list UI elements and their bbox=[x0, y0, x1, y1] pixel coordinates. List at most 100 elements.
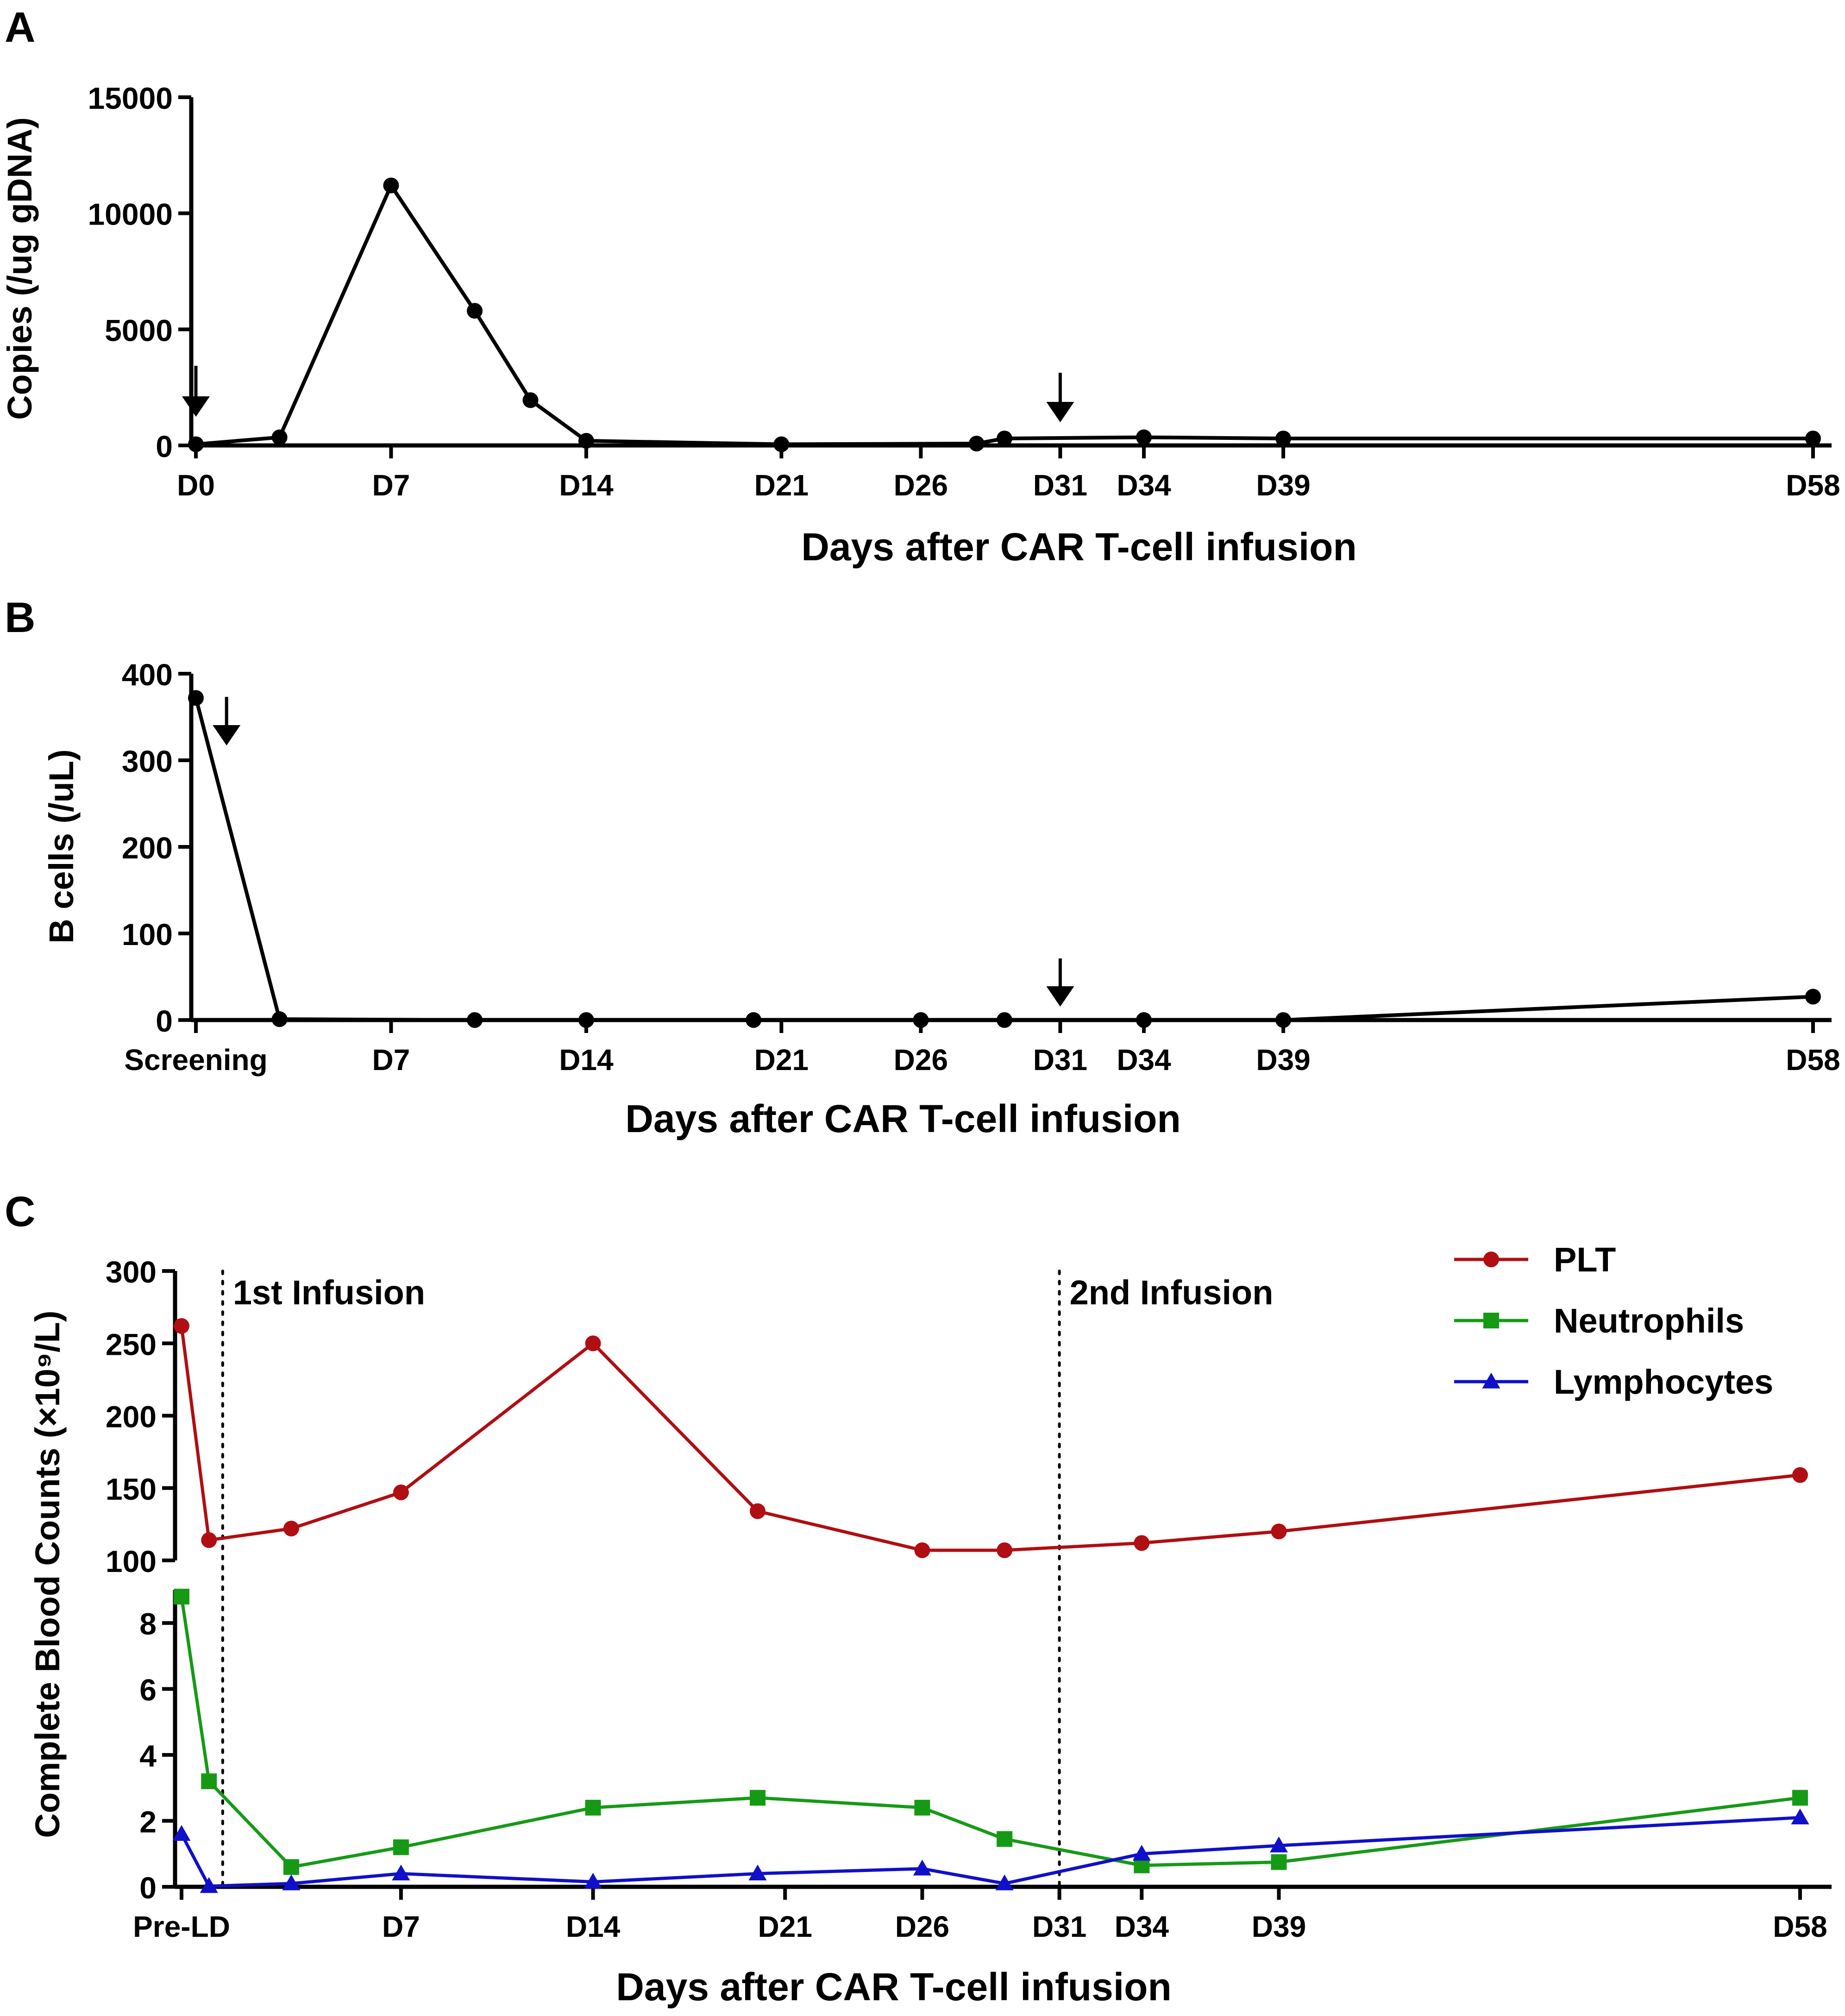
panel-c-plt-point bbox=[201, 1532, 217, 1548]
panel-a-data-point bbox=[968, 435, 985, 451]
panel-c-plt-line bbox=[180, 1326, 1801, 1552]
panel-c-x-axis-label: Days after CAR T-cell infusion bbox=[616, 1965, 1172, 2009]
panel-b-data-point bbox=[997, 1012, 1012, 1028]
panel-c-lymphocytes-point bbox=[584, 1872, 602, 1889]
panel-c: C 100 150 200 250 300 0 2 4 6 8 Pre-LD D7 D14 D21 D26 D… bbox=[5, 1188, 1832, 2009]
panel-c-first-infusion-label: 1st Infusion bbox=[233, 1273, 425, 1312]
panel-b-x-tick-label: D58 bbox=[1786, 1043, 1840, 1077]
legend-marker-plt bbox=[1483, 1252, 1499, 1267]
panel-b-y-tick-label: 200 bbox=[122, 831, 173, 865]
panel-b-x-tick-label: Screening bbox=[124, 1043, 267, 1077]
panel-a-y-tick-label: 10000 bbox=[88, 197, 173, 232]
panel-c-lower-y-tick-label: 6 bbox=[139, 1673, 157, 1707]
panel-b-y-tick-label: 100 bbox=[122, 917, 173, 952]
panel-c-x-tick-label: D39 bbox=[1252, 1910, 1306, 1943]
legend-label-plt: PLT bbox=[1554, 1240, 1616, 1279]
panel-c-neutrophils-point bbox=[749, 1790, 766, 1806]
panel-a-data-point bbox=[773, 436, 790, 452]
panel-a: A 0 5000 10000 15000 D0 D7 D14 D21 D26 D31 D34 D39 D… bbox=[0, 4, 1840, 569]
panel-c-x-tick-label: D58 bbox=[1773, 1910, 1827, 1943]
panel-a-x-tick-label: D26 bbox=[894, 469, 948, 502]
panel-c-neutrophils-point bbox=[283, 1859, 299, 1875]
panel-c-plt-point bbox=[585, 1335, 601, 1352]
legend-label-lymphocytes: Lymphocytes bbox=[1554, 1363, 1773, 1401]
panel-c-neutrophils-point bbox=[1271, 1854, 1287, 1870]
panel-a-x-tick-label: D21 bbox=[754, 469, 809, 502]
panel-c-x-tick-label: D21 bbox=[758, 1910, 812, 1943]
panel-c-lymphocytes-point bbox=[748, 1864, 767, 1881]
panel-c-lower-y-tick-label: 0 bbox=[139, 1871, 157, 1905]
panel-a-x-tick-label: D14 bbox=[559, 469, 614, 502]
panel-a-data-point bbox=[1136, 429, 1152, 445]
panel-c-lymphocytes-point bbox=[1132, 1845, 1151, 1861]
panel-a-data-point bbox=[997, 430, 1012, 446]
panel-a-infusion-arrow bbox=[182, 366, 210, 417]
panel-c-neutrophils-point bbox=[914, 1800, 930, 1816]
panel-a-x-tick-label: D7 bbox=[372, 469, 410, 502]
panel-b-second-infusion-arrow-head bbox=[1046, 986, 1074, 1007]
panel-c-neutrophils-point bbox=[174, 1589, 189, 1605]
panel-a-data-point bbox=[188, 436, 204, 452]
panel-c-plt-point bbox=[749, 1503, 766, 1519]
panel-b-y-axis-label: B cells (/uL) bbox=[42, 749, 81, 943]
panel-c-plt-point bbox=[174, 1318, 189, 1334]
panel-b-data-point bbox=[913, 1012, 929, 1028]
panel-c-neutrophils-point bbox=[201, 1773, 217, 1790]
panel-b: B 0 100 200 300 400 Screening D7 D14 D21 D26 D31 D3… bbox=[5, 594, 1840, 1140]
panel-c-lymphocytes-point bbox=[172, 1825, 191, 1841]
panel-a-data-point bbox=[467, 303, 483, 319]
panel-b-x-tick-label: D31 bbox=[1033, 1043, 1087, 1077]
panel-b-y-tick-label: 300 bbox=[122, 744, 173, 778]
legend-label-neutrophils: Neutrophils bbox=[1554, 1302, 1744, 1340]
panel-a-infusion-arrow-head bbox=[182, 396, 210, 417]
panel-c-plt-point bbox=[914, 1542, 930, 1559]
panel-a-data-point bbox=[271, 429, 288, 445]
panel-b-x-tick-label: D14 bbox=[559, 1043, 614, 1077]
panel-c-lower-y-tick-label: 4 bbox=[139, 1739, 157, 1773]
panel-b-infusion-arrow bbox=[213, 697, 241, 745]
panel-b-data-point bbox=[271, 1011, 288, 1027]
panel-a-data-point bbox=[383, 177, 399, 194]
panel-b-data-point bbox=[746, 1012, 762, 1028]
panel-c-upper-y-tick-label: 100 bbox=[106, 1544, 157, 1578]
panel-c-letter: C bbox=[5, 1188, 35, 1235]
panel-c-lymphocytes-point bbox=[1791, 1808, 1809, 1825]
panel-c-legend: PLT Neutrophils Lymphocytes bbox=[1454, 1240, 1773, 1401]
panel-c-x-tick-label: D34 bbox=[1115, 1910, 1169, 1943]
panel-c-plt-point bbox=[1271, 1523, 1287, 1540]
panel-b-x-tick-label: D21 bbox=[754, 1043, 809, 1077]
panel-a-x-tick-label: D34 bbox=[1117, 469, 1171, 502]
panel-c-plot: 100 150 200 250 300 0 2 4 6 8 Pre-LD D7 D14 D21 D26 D31… bbox=[106, 1240, 1832, 1943]
panel-c-second-infusion-label: 2nd Infusion bbox=[1070, 1273, 1274, 1312]
panel-c-plt-point bbox=[997, 1542, 1013, 1559]
panel-a-x-tick-label: D39 bbox=[1256, 469, 1310, 502]
panel-b-series-line bbox=[194, 697, 1814, 1022]
panel-b-second-infusion-arrow bbox=[1046, 958, 1074, 1007]
panel-b-data-point bbox=[1275, 1012, 1292, 1028]
panel-c-neutrophils-point bbox=[997, 1831, 1013, 1847]
panel-c-lymphocytes-point bbox=[913, 1859, 931, 1876]
panel-c-plt-point bbox=[1134, 1535, 1150, 1551]
panel-c-plt-point bbox=[1792, 1467, 1808, 1483]
panel-b-y-tick-label: 400 bbox=[122, 657, 173, 692]
panel-b-data-point bbox=[1805, 989, 1821, 1005]
panel-c-lower-y-tick-label: 8 bbox=[139, 1607, 157, 1641]
panel-a-data-point bbox=[1275, 430, 1292, 446]
panel-c-lymphocytes-point bbox=[1269, 1836, 1288, 1853]
panel-a-plot: 0 5000 10000 15000 D0 D7 D14 D21 D26 D31 D34 D39 D58 bbox=[88, 81, 1840, 502]
panel-c-y-axis-label: Complete Blood Counts (×10⁹/L) bbox=[28, 1311, 67, 1838]
panel-c-neutrophils-point bbox=[585, 1800, 601, 1816]
panel-b-infusion-arrow-head bbox=[213, 725, 241, 745]
panel-a-series-line bbox=[195, 183, 1813, 446]
panel-b-y-tick-label: 0 bbox=[156, 1004, 173, 1038]
panel-b-x-tick-label: D39 bbox=[1256, 1043, 1310, 1077]
panel-b-plot: 0 100 200 300 400 Screening D7 D14 D21 D26 D31 D34 D… bbox=[122, 657, 1840, 1077]
panel-a-second-infusion-arrow-head bbox=[1046, 402, 1074, 422]
legend-marker-lymphocytes bbox=[1482, 1372, 1500, 1389]
panel-c-neutrophils-point bbox=[393, 1839, 409, 1855]
panel-b-x-tick-label: D7 bbox=[372, 1043, 410, 1077]
panel-c-neutrophils-point bbox=[1792, 1790, 1808, 1806]
panel-c-lymphocytes-point bbox=[282, 1874, 301, 1891]
panel-c-lymphocytes-point bbox=[995, 1874, 1014, 1891]
panel-c-upper-y-tick-label: 250 bbox=[106, 1327, 157, 1361]
